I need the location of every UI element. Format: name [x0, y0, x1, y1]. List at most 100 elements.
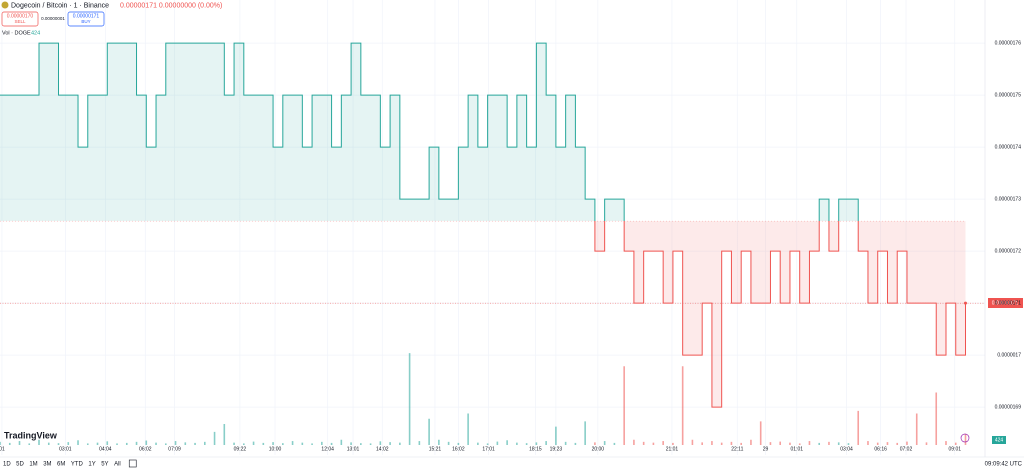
range-button[interactable]: 5Y [101, 462, 108, 468]
range-button[interactable]: 6M [57, 462, 65, 468]
x-tick-label: 22:11 [731, 446, 743, 452]
volume-bar [467, 413, 469, 445]
volume-bar [321, 441, 323, 445]
volume-bar [447, 441, 450, 445]
x-tick-label: 15:21 [429, 446, 442, 452]
volume-bar [67, 442, 70, 445]
volume-bar [672, 442, 674, 445]
y-tick-label: 0.00000172 [995, 248, 1022, 254]
volume-bar [750, 439, 752, 445]
volume-bar [301, 442, 304, 445]
volume-bar [223, 424, 226, 445]
volume-bar [272, 442, 274, 445]
volume-bar [28, 443, 31, 445]
x-tick-label: 29 [763, 446, 769, 452]
volume-bar [155, 442, 157, 445]
volume-bar [116, 443, 118, 445]
volume-bar [701, 442, 703, 445]
volume-bar [847, 443, 850, 445]
volume-bar [652, 442, 655, 445]
volume-value: 424 [31, 30, 40, 36]
x-tick-label: 17:01 [482, 446, 495, 452]
buy-price: 0.00000171 [73, 13, 100, 19]
volume-bar [340, 439, 343, 445]
x-tick-label: 04:04 [99, 446, 112, 452]
sell-button[interactable] [1, 11, 39, 27]
volume-bar [945, 441, 947, 445]
x-tick-label: 20:00 [592, 446, 605, 452]
range-button[interactable]: 3M [43, 462, 51, 468]
volume-bar [184, 442, 187, 445]
x-tick-label: 03:01 [59, 446, 72, 452]
range-button[interactable]: YTD [71, 462, 84, 468]
volume-bar [360, 443, 362, 445]
x-tick-label: 16:02 [452, 446, 465, 452]
x-tick-label: 12:04 [321, 446, 334, 452]
volume-bar [486, 443, 489, 445]
volume-bar [506, 440, 508, 445]
x-tick-label: 03:04 [840, 446, 853, 452]
volume-bar [857, 410, 860, 445]
sell-price: 0.00000170 [7, 13, 34, 19]
baseline-area [0, 43, 966, 408]
volume-bar [57, 443, 60, 445]
calendar-icon[interactable] [128, 459, 137, 468]
volume-bar [642, 441, 645, 445]
volume-bar [262, 442, 265, 445]
volume-bar [369, 443, 372, 445]
volume-bar [8, 442, 11, 445]
x-tick-label: 19:23 [550, 446, 563, 452]
volume-bar [691, 439, 694, 445]
volume-label: Vol · DOGE [2, 30, 31, 36]
volume-bar [350, 442, 352, 445]
volume-badge [992, 436, 1006, 444]
volume-bar [818, 442, 821, 445]
y-tick-label: 0.00000174 [995, 144, 1022, 150]
volume-bar [896, 442, 899, 445]
volume-bar [613, 442, 616, 445]
volume-bar [798, 443, 801, 445]
y-tick-label: 0.00000175 [995, 92, 1022, 98]
event-icon[interactable] [960, 433, 970, 443]
volume-bar [740, 442, 742, 445]
volume-bar [837, 442, 840, 445]
volume-bar [555, 426, 557, 445]
range-button[interactable]: 5D [16, 462, 24, 468]
volume-bar [681, 366, 684, 445]
volume-bar [594, 442, 596, 445]
volume-bar [730, 441, 733, 445]
volume-bar [935, 392, 938, 445]
volume-bar [438, 439, 440, 445]
volume-bar [125, 442, 128, 445]
volume-bar [204, 441, 206, 445]
range-button[interactable]: 1D [3, 462, 11, 468]
volume-bar [252, 441, 255, 445]
x-tick-label: 09:22 [234, 446, 247, 452]
volume-bar [174, 441, 177, 445]
range-button[interactable]: All [114, 462, 121, 468]
volume-bar [828, 441, 830, 445]
volume-bar [457, 442, 460, 445]
x-tick-label: 10:00 [269, 446, 282, 452]
volume-bar [233, 442, 235, 445]
volume-bar [633, 439, 635, 445]
x-tick-label: 09:01 [949, 446, 962, 452]
volume-bar [789, 442, 791, 445]
x-tick-label: 07:09 [168, 446, 181, 452]
range-button[interactable]: 1Y [88, 462, 95, 468]
clock: 09:09:42 UTC [985, 462, 1023, 468]
volume-bar [496, 441, 499, 445]
volume-bar [906, 441, 908, 445]
range-button[interactable]: 1M [29, 462, 37, 468]
volume-bar [291, 441, 294, 445]
buy-label: BUY [81, 19, 90, 24]
buy-button[interactable] [67, 11, 105, 27]
x-tick-label: 01:01 [791, 446, 804, 452]
x-tick-label: 13:01 [347, 446, 360, 452]
volume-bar [428, 418, 430, 445]
y-tick-label: 0.00000176 [995, 40, 1022, 46]
volume-bar [915, 413, 918, 445]
volume-bar [564, 441, 567, 445]
volume-bar [759, 421, 762, 445]
